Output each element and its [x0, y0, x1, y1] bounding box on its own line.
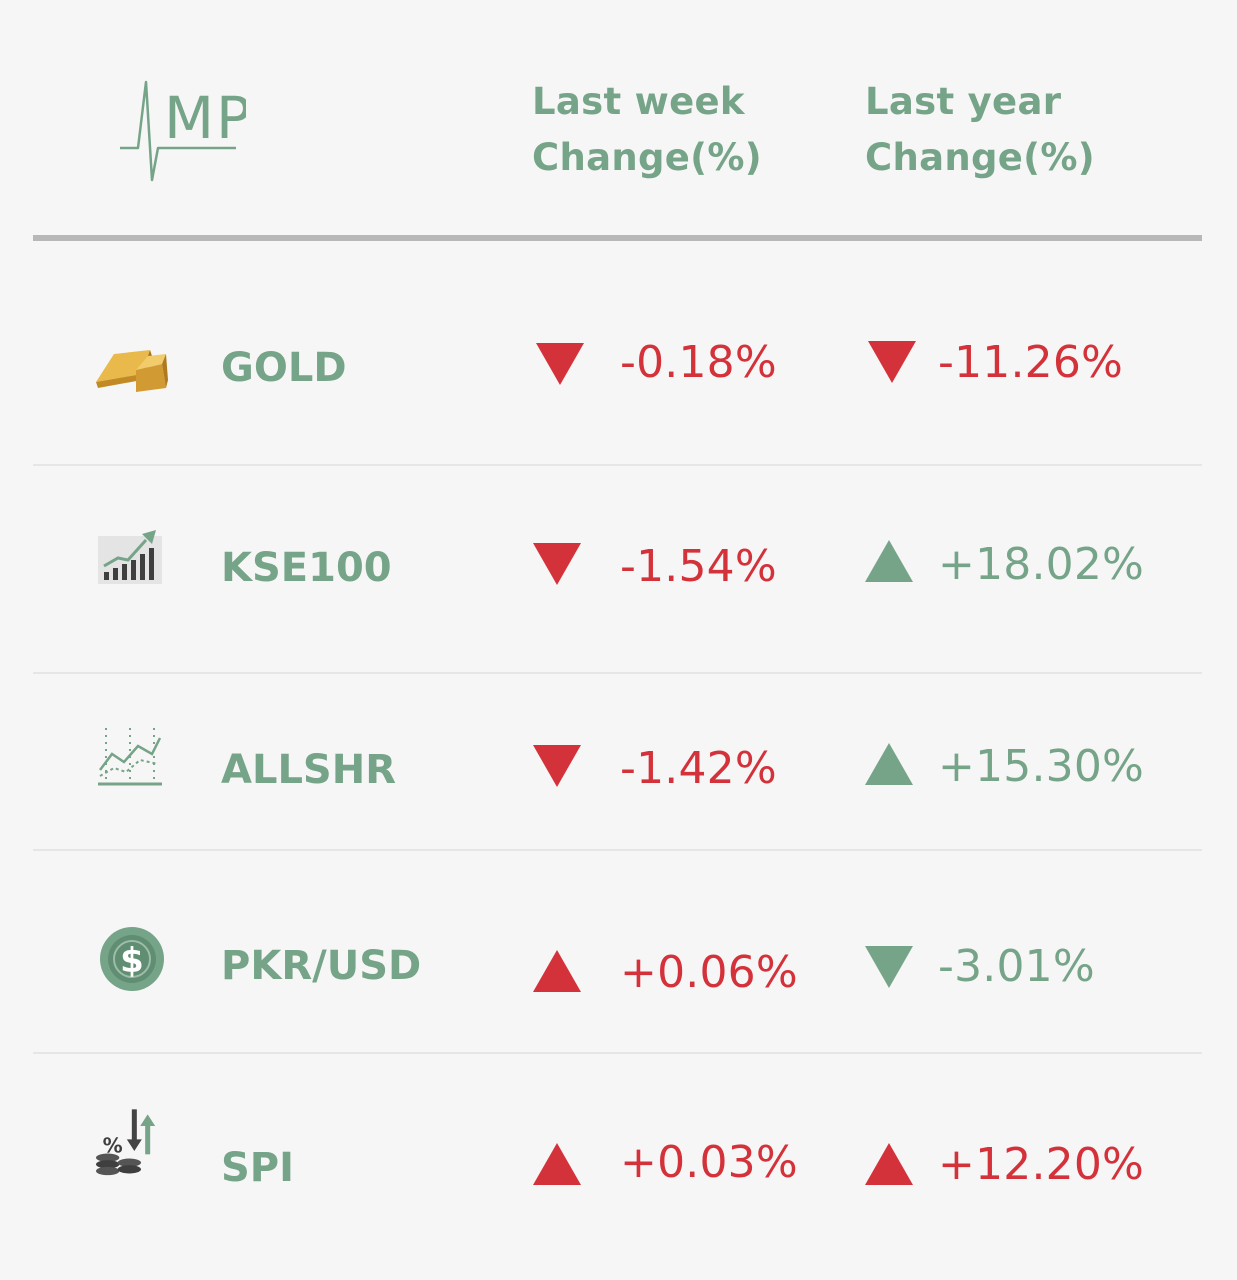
asset-name-allshr: ALLSHR	[221, 747, 397, 793]
triangle-down-icon	[868, 341, 916, 383]
week-change-spi: +0.03%	[620, 1137, 798, 1188]
week-change-allshr: -1.42%	[620, 743, 777, 794]
year-change-spi: +12.20%	[938, 1139, 1145, 1190]
svg-text:%: %	[103, 1134, 123, 1158]
header-last-week: Last week Change(%)	[532, 74, 762, 186]
triangle-up-icon	[865, 743, 913, 785]
header-last-week-line2: Change(%)	[532, 136, 762, 179]
header-last-week-line1: Last week	[532, 80, 745, 123]
week-change-pkr-usd: +0.06%	[620, 947, 798, 998]
year-change-gold: -11.26%	[938, 337, 1124, 388]
year-change-allshr: +15.30%	[938, 741, 1145, 792]
triangle-up-icon	[865, 540, 913, 582]
row-divider	[33, 849, 1202, 851]
asset-name-pkr-usd: PKR/USD	[221, 943, 422, 989]
svg-text:$: $	[120, 941, 144, 981]
bar-chart-growth-icon	[98, 530, 162, 584]
triangle-up-icon	[865, 1143, 913, 1185]
triangle-down-icon	[536, 343, 584, 385]
row-divider	[33, 672, 1202, 674]
logo-text: MP	[164, 84, 246, 152]
year-change-pkr-usd: -3.01%	[938, 941, 1095, 992]
asset-name-kse100: KSE100	[221, 545, 392, 591]
header-last-year-line1: Last year	[865, 80, 1062, 123]
row-divider	[33, 464, 1202, 466]
triangle-down-icon	[533, 745, 581, 787]
week-change-kse100: -1.54%	[620, 541, 777, 592]
asset-name-gold: GOLD	[221, 345, 347, 391]
amp-logo-icon: MP	[120, 80, 246, 182]
asset-name-spi: SPI	[221, 1145, 295, 1191]
triangle-down-icon	[865, 946, 913, 988]
row-divider	[33, 1052, 1202, 1054]
line-chart-icon	[98, 728, 162, 786]
header-last-year: Last year Change(%)	[865, 74, 1095, 186]
week-change-gold: -0.18%	[620, 337, 777, 388]
gold-bar-icon	[96, 350, 168, 392]
header-divider	[33, 235, 1202, 241]
year-change-kse100: +18.02%	[938, 539, 1145, 590]
header-last-year-line2: Change(%)	[865, 136, 1095, 179]
dollar-coin-icon: $	[100, 927, 164, 991]
triangle-down-icon	[533, 543, 581, 585]
percent-coins-arrows-icon: %	[96, 1109, 156, 1176]
triangle-up-icon	[533, 1143, 581, 1185]
triangle-up-icon	[533, 950, 581, 992]
